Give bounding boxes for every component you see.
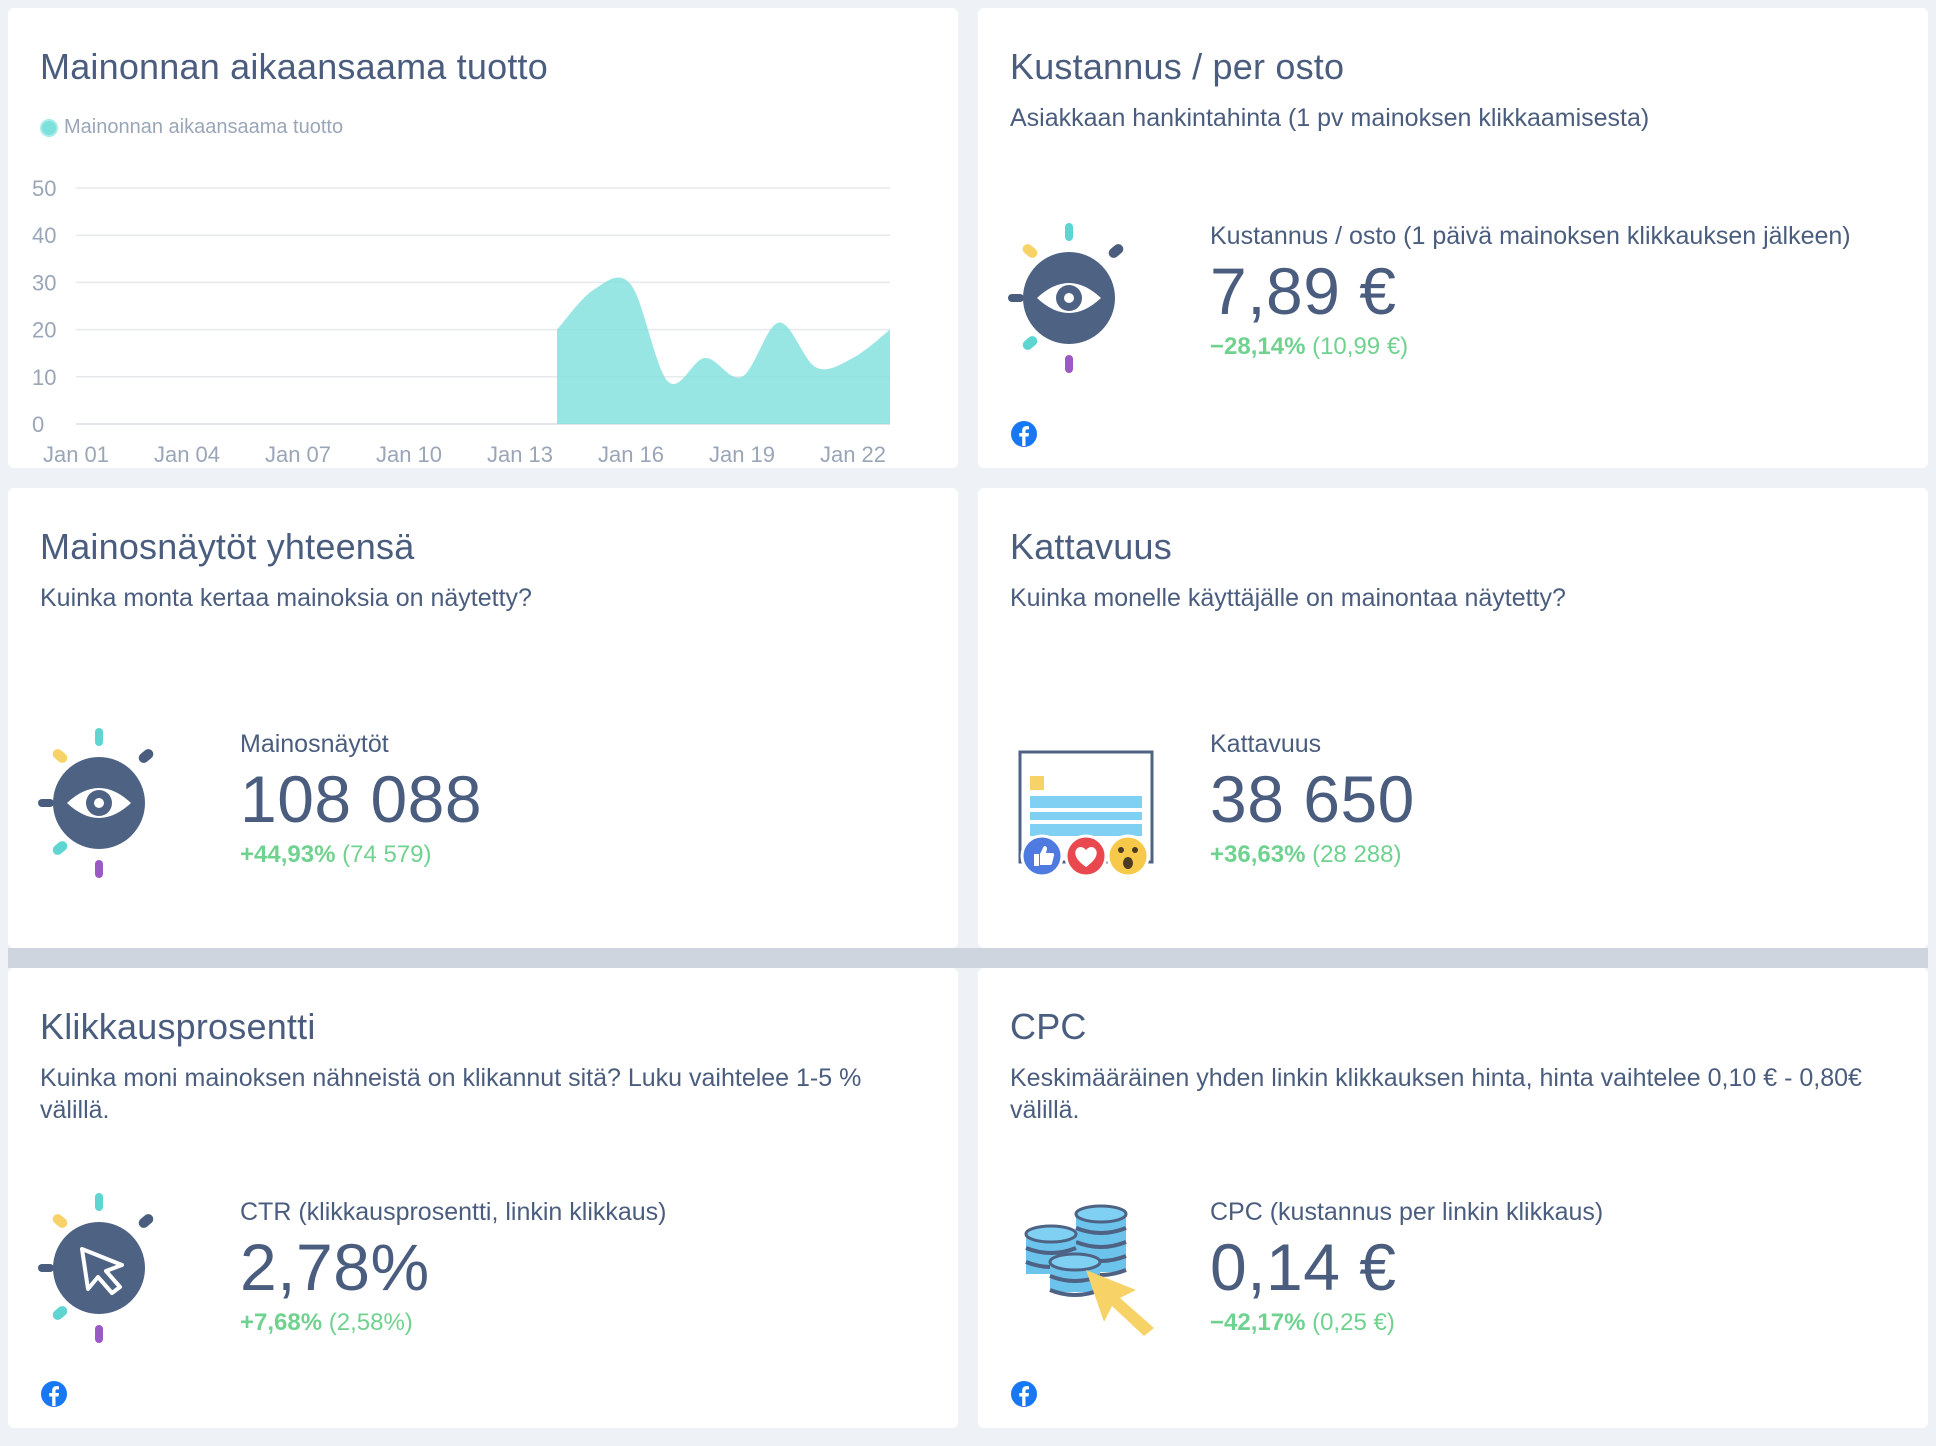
- ctr-value: 2,78%: [240, 1230, 430, 1304]
- reach-kpi: Kattavuus 38 650 +36,63% (28 288): [1210, 730, 1415, 869]
- revenue-chart: 0 10 20 30 40 50 Jan 01 Jan 04 Jan 07 Jan 10 Jan 1…: [32, 176, 890, 467]
- legend-swatch: [40, 118, 58, 137]
- y-tick-label: 40: [32, 223, 56, 248]
- cpc-value: 0,14 €: [1210, 1230, 1397, 1304]
- x-tick-label: Jan 10: [376, 442, 442, 467]
- reach-title: Kattavuus: [1010, 526, 1172, 567]
- ctr-previous: (2,58%): [328, 1309, 413, 1336]
- x-tick-label: Jan 19: [709, 442, 775, 467]
- cpa-previous: (10,99 €): [1312, 333, 1409, 360]
- reach-previous: (28 288): [1312, 841, 1402, 868]
- ctr-card: Klikkausprosentti Kuinka moni mainoksen …: [8, 968, 958, 1428]
- impressions-title: Mainosnäytöt yhteensä: [40, 526, 415, 567]
- y-tick-label: 50: [32, 176, 56, 201]
- x-tick-label: Jan 22: [820, 442, 886, 467]
- cpa-value: 7,89 €: [1210, 254, 1397, 328]
- ctr-kpi: CTR (klikkausprosentti, linkin klikkaus)…: [240, 1198, 667, 1337]
- y-tick-label: 30: [32, 270, 56, 295]
- cpc-subtitle: Keskimääräinen yhden linkin klikkauksen …: [1010, 1064, 1862, 1124]
- reach-subtitle: Kuinka monelle käyttäjälle on mainontaa …: [1010, 584, 1566, 612]
- coins-icon: [1024, 1198, 1164, 1343]
- cpc-card: CPC Keskimääräinen yhden linkin klikkauk…: [978, 968, 1928, 1428]
- reach-card: Kattavuus Kuinka monelle käyttäjälle on …: [978, 488, 1928, 948]
- cpc-kpi: CPC (kustannus per linkin klikkaus) 0,14…: [1210, 1198, 1603, 1337]
- section-divider: [8, 948, 1928, 968]
- impressions-previous: (74 579): [342, 841, 432, 868]
- impressions-value: 108 088: [240, 762, 483, 836]
- impressions-card: Mainosnäytöt yhteensä Kuinka monta kerta…: [8, 488, 958, 948]
- impressions-change-pct: +44,93%: [240, 841, 336, 868]
- cpa-card: Kustannus / per osto Asiakkaan hankintah…: [978, 8, 1928, 468]
- impressions-label: Mainosnäytöt: [240, 730, 389, 758]
- x-tick-label: Jan 16: [598, 442, 664, 467]
- ctr-label: CTR (klikkausprosentti, linkin klikkaus): [240, 1198, 667, 1226]
- cpa-label: Kustannus / osto (1 päivä mainoksen klik…: [1210, 222, 1851, 250]
- cpc-previous: (0,25 €): [1312, 1309, 1395, 1336]
- cpc-label: CPC (kustannus per linkin klikkaus): [1210, 1198, 1604, 1226]
- ctr-change-pct: +7,68%: [240, 1309, 323, 1336]
- cpa-change: −28,14% (10,99 €): [1210, 333, 1851, 361]
- cpc-change-pct: −42,17%: [1210, 1309, 1306, 1336]
- eye-icon: [1008, 213, 1138, 388]
- ctr-change: +7,68% (2,58%): [240, 1309, 667, 1337]
- ctr-subtitle: Kuinka moni mainoksen nähneistä on klika…: [40, 1064, 862, 1124]
- y-tick-label: 0: [32, 412, 44, 437]
- y-tick-label: 10: [32, 365, 56, 390]
- legend-label: Mainonnan aikaansaama tuotto: [64, 116, 344, 138]
- facebook-icon: [1010, 420, 1038, 448]
- reach-label: Kattavuus: [1210, 730, 1322, 758]
- facebook-icon: [40, 1380, 68, 1408]
- eye-icon: [38, 718, 168, 893]
- impressions-change: +44,93% (74 579): [240, 841, 482, 869]
- cpa-subtitle: Asiakkaan hankintahinta (1 pv mainoksen …: [1010, 104, 1650, 132]
- revenue-card: Mainonnan aikaansaama tuotto Mainonnan a…: [8, 8, 958, 468]
- reactions-icon: [1018, 750, 1168, 885]
- facebook-icon: [1010, 1380, 1038, 1408]
- x-tick-label: Jan 04: [154, 442, 220, 467]
- impressions-subtitle: Kuinka monta kertaa mainoksia on näytett…: [40, 584, 532, 612]
- cpc-title: CPC: [1010, 1006, 1087, 1047]
- cursor-icon: [38, 1183, 168, 1358]
- x-tick-label: Jan 01: [43, 442, 109, 467]
- x-tick-label: Jan 13: [487, 442, 553, 467]
- cpa-change-pct: −28,14%: [1210, 333, 1306, 360]
- cpc-change: −42,17% (0,25 €): [1210, 1309, 1603, 1337]
- chart-legend[interactable]: Mainonnan aikaansaama tuotto: [40, 116, 343, 139]
- y-tick-label: 20: [32, 318, 56, 343]
- impressions-kpi: Mainosnäytöt 108 088 +44,93% (74 579): [240, 730, 482, 869]
- cpa-title: Kustannus / per osto: [1010, 46, 1345, 87]
- reach-value: 38 650: [1210, 762, 1415, 836]
- reach-change: +36,63% (28 288): [1210, 841, 1415, 869]
- series-area: [557, 277, 890, 424]
- x-tick-label: Jan 07: [265, 442, 331, 467]
- reach-change-pct: +36,63%: [1210, 841, 1306, 868]
- revenue-title: Mainonnan aikaansaama tuotto: [40, 46, 548, 87]
- cpa-kpi: Kustannus / osto (1 päivä mainoksen klik…: [1210, 222, 1851, 361]
- ctr-title: Klikkausprosentti: [40, 1006, 316, 1047]
